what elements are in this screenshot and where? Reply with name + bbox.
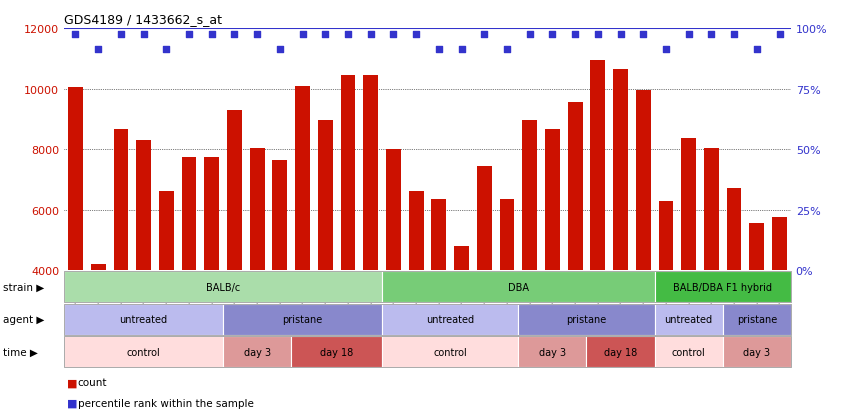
Text: pristane: pristane bbox=[566, 314, 606, 325]
Bar bbox=[273, 160, 287, 271]
Bar bbox=[568, 103, 582, 271]
Text: control: control bbox=[672, 347, 705, 357]
Bar bbox=[114, 130, 128, 271]
Bar bbox=[318, 121, 333, 271]
Point bbox=[296, 32, 310, 38]
Point bbox=[681, 32, 695, 38]
Bar bbox=[591, 61, 605, 271]
Point bbox=[341, 32, 355, 38]
Point bbox=[705, 32, 718, 38]
Point bbox=[569, 32, 582, 38]
Text: day 3: day 3 bbox=[743, 347, 770, 357]
Bar bbox=[681, 139, 696, 271]
Bar bbox=[613, 70, 628, 271]
Bar bbox=[658, 201, 674, 271]
Bar bbox=[636, 91, 651, 271]
Point bbox=[545, 32, 559, 38]
Point bbox=[659, 47, 673, 53]
Bar bbox=[386, 150, 401, 271]
Point bbox=[477, 32, 491, 38]
Point bbox=[205, 32, 219, 38]
Point bbox=[68, 32, 82, 38]
Text: day 18: day 18 bbox=[320, 347, 353, 357]
Text: time ▶: time ▶ bbox=[3, 347, 38, 357]
Point bbox=[432, 47, 445, 53]
Bar bbox=[295, 86, 310, 271]
Bar bbox=[340, 76, 356, 271]
Point bbox=[523, 32, 537, 38]
Point bbox=[455, 47, 469, 53]
Text: untreated: untreated bbox=[120, 314, 168, 325]
Text: strain ▶: strain ▶ bbox=[3, 282, 44, 292]
Bar bbox=[432, 199, 446, 271]
Point bbox=[386, 32, 400, 38]
Point bbox=[364, 32, 378, 38]
Text: control: control bbox=[127, 347, 161, 357]
Bar bbox=[363, 76, 378, 271]
Bar bbox=[159, 192, 174, 271]
Text: day 18: day 18 bbox=[604, 347, 637, 357]
Text: DBA: DBA bbox=[508, 282, 529, 292]
Text: pristane: pristane bbox=[282, 314, 322, 325]
Bar bbox=[545, 130, 560, 271]
Point bbox=[318, 32, 332, 38]
Point bbox=[273, 47, 286, 53]
Text: untreated: untreated bbox=[664, 314, 713, 325]
Point bbox=[227, 32, 241, 38]
Point bbox=[614, 32, 628, 38]
Text: percentile rank within the sample: percentile rank within the sample bbox=[78, 398, 254, 408]
Text: ■: ■ bbox=[67, 377, 77, 387]
Text: agent ▶: agent ▶ bbox=[3, 314, 44, 325]
Point bbox=[114, 32, 127, 38]
Point bbox=[636, 32, 650, 38]
Bar bbox=[227, 110, 242, 271]
Bar bbox=[68, 88, 83, 271]
Point bbox=[251, 32, 264, 38]
Bar bbox=[136, 141, 151, 271]
Bar bbox=[727, 189, 741, 271]
Text: pristane: pristane bbox=[737, 314, 777, 325]
Point bbox=[728, 32, 741, 38]
Point bbox=[137, 32, 150, 38]
Bar bbox=[477, 166, 492, 271]
Bar bbox=[522, 121, 537, 271]
Text: BALB/c: BALB/c bbox=[206, 282, 240, 292]
Bar bbox=[454, 246, 469, 271]
Text: ■: ■ bbox=[67, 398, 77, 408]
Text: day 3: day 3 bbox=[244, 347, 271, 357]
Text: GDS4189 / 1433662_s_at: GDS4189 / 1433662_s_at bbox=[64, 13, 222, 26]
Point bbox=[750, 47, 764, 53]
Bar bbox=[91, 264, 105, 271]
Bar bbox=[409, 192, 423, 271]
Point bbox=[182, 32, 196, 38]
Bar bbox=[772, 218, 787, 271]
Text: BALB/DBA F1 hybrid: BALB/DBA F1 hybrid bbox=[673, 282, 772, 292]
Text: untreated: untreated bbox=[426, 314, 475, 325]
Text: control: control bbox=[433, 347, 467, 357]
Point bbox=[773, 32, 787, 38]
Bar bbox=[704, 148, 719, 271]
Text: day 3: day 3 bbox=[539, 347, 566, 357]
Point bbox=[591, 32, 604, 38]
Point bbox=[500, 47, 514, 53]
Bar bbox=[204, 157, 219, 271]
Bar bbox=[750, 224, 764, 271]
Point bbox=[91, 47, 105, 53]
Bar bbox=[181, 157, 197, 271]
Bar bbox=[250, 148, 264, 271]
Bar bbox=[499, 199, 515, 271]
Point bbox=[160, 47, 174, 53]
Point bbox=[410, 32, 423, 38]
Text: count: count bbox=[78, 377, 108, 387]
